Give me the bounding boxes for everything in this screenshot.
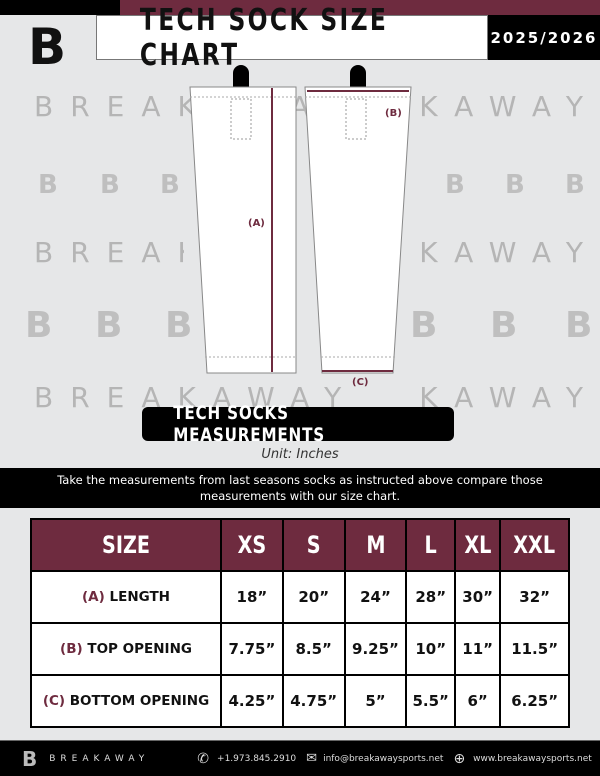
row-label: (A) LENGTH [30, 570, 222, 624]
mail-icon: ✉ [306, 751, 318, 766]
header-m: M [343, 518, 408, 572]
cell: 11” [453, 622, 502, 676]
header-l: L [405, 518, 456, 572]
top-opening-label: (B) [385, 108, 402, 119]
cell: 9.25” [343, 622, 408, 676]
phone-icon: ✆ [197, 750, 210, 767]
cell: 11.5” [499, 622, 570, 676]
row-label: (B) TOP OPENING [30, 622, 222, 676]
sock-diagram [189, 86, 412, 374]
sock-tab [350, 65, 366, 89]
cell: 24” [343, 570, 408, 624]
footer-brand: BREAKAWAY [49, 753, 150, 764]
header-xs: XS [220, 518, 284, 572]
watermark-logo: B [565, 170, 585, 200]
watermark-text: BREAKAWAY [410, 90, 600, 123]
instructions: Take the measurements from last seasons … [0, 468, 600, 508]
watermark-logo: B [490, 305, 518, 346]
watermark-logo: B [100, 170, 120, 200]
header-size: SIZE [30, 518, 222, 572]
footer-website[interactable]: www.breakawaysports.net [473, 753, 592, 764]
table-header-row: SIZE XS S M L XL XXL [30, 518, 570, 572]
cell: 4.75” [281, 674, 346, 728]
season-label: 2025/2026 [488, 15, 600, 60]
footer: B BREAKAWAY ✆ +1.973.845.2910 ✉ info@bre… [0, 740, 600, 776]
length-label: (A) [248, 218, 265, 229]
cell: 8.5” [281, 622, 346, 676]
watermark-logo: B [25, 305, 53, 346]
cell: 4.25” [220, 674, 284, 728]
watermark-logo: B [160, 170, 180, 200]
cell: 7.75” [220, 622, 284, 676]
cell: 6.25” [499, 674, 570, 728]
cell: 32” [499, 570, 570, 624]
watermark-text: BREAKAWAY [34, 236, 184, 269]
watermark-logo: B [505, 170, 525, 200]
header-xxl: XXL [499, 518, 570, 572]
unit-label: Unit: Inches [261, 447, 339, 462]
size-table: SIZE XS S M L XL XXL (A) LENGTH 18” 20” … [30, 518, 570, 728]
section-title: TECH SOCKS MEASUREMENTS [142, 402, 454, 446]
watermark-text: BREAKAWAY [410, 236, 600, 269]
cell: 18” [220, 570, 284, 624]
bottom-opening-label: (C) [352, 377, 369, 388]
header-xl: XL [453, 518, 502, 572]
cell: 5.5” [405, 674, 456, 728]
cell: 28” [405, 570, 456, 624]
cell: 20” [281, 570, 346, 624]
top-bar-maroon [120, 0, 600, 15]
watermark-logo: B [565, 305, 593, 346]
cell: 5” [343, 674, 408, 728]
brand-logo: B [27, 18, 67, 76]
table-row: (A) LENGTH 18” 20” 24” 28” 30” 32” [30, 570, 570, 624]
top-bar-black [0, 0, 120, 15]
header-s: S [281, 518, 346, 572]
watermark-logo: B [38, 170, 58, 200]
watermark-logo: B [95, 305, 123, 346]
sock-tab [233, 65, 249, 89]
watermark-logo: B [445, 170, 465, 200]
cell: 30” [453, 570, 502, 624]
footer-phone[interactable]: +1.973.845.2910 [217, 753, 297, 764]
globe-icon: ⊕ [453, 750, 466, 767]
watermark-logo: B [165, 305, 193, 346]
footer-logo: B [22, 746, 38, 771]
table-row: (B) TOP OPENING 7.75” 8.5” 9.25” 10” 11”… [30, 622, 570, 676]
row-label: (C) BOTTOM OPENING [30, 674, 222, 728]
footer-email[interactable]: info@breakawaysports.net [323, 753, 444, 764]
table-row: (C) BOTTOM OPENING 4.25” 4.75” 5” 5.5” 6… [30, 674, 570, 728]
page-title: TECH SOCK SIZE CHART [96, 3, 488, 73]
cell: 6” [453, 674, 502, 728]
cell: 10” [405, 622, 456, 676]
watermark-logo: B [410, 305, 438, 346]
